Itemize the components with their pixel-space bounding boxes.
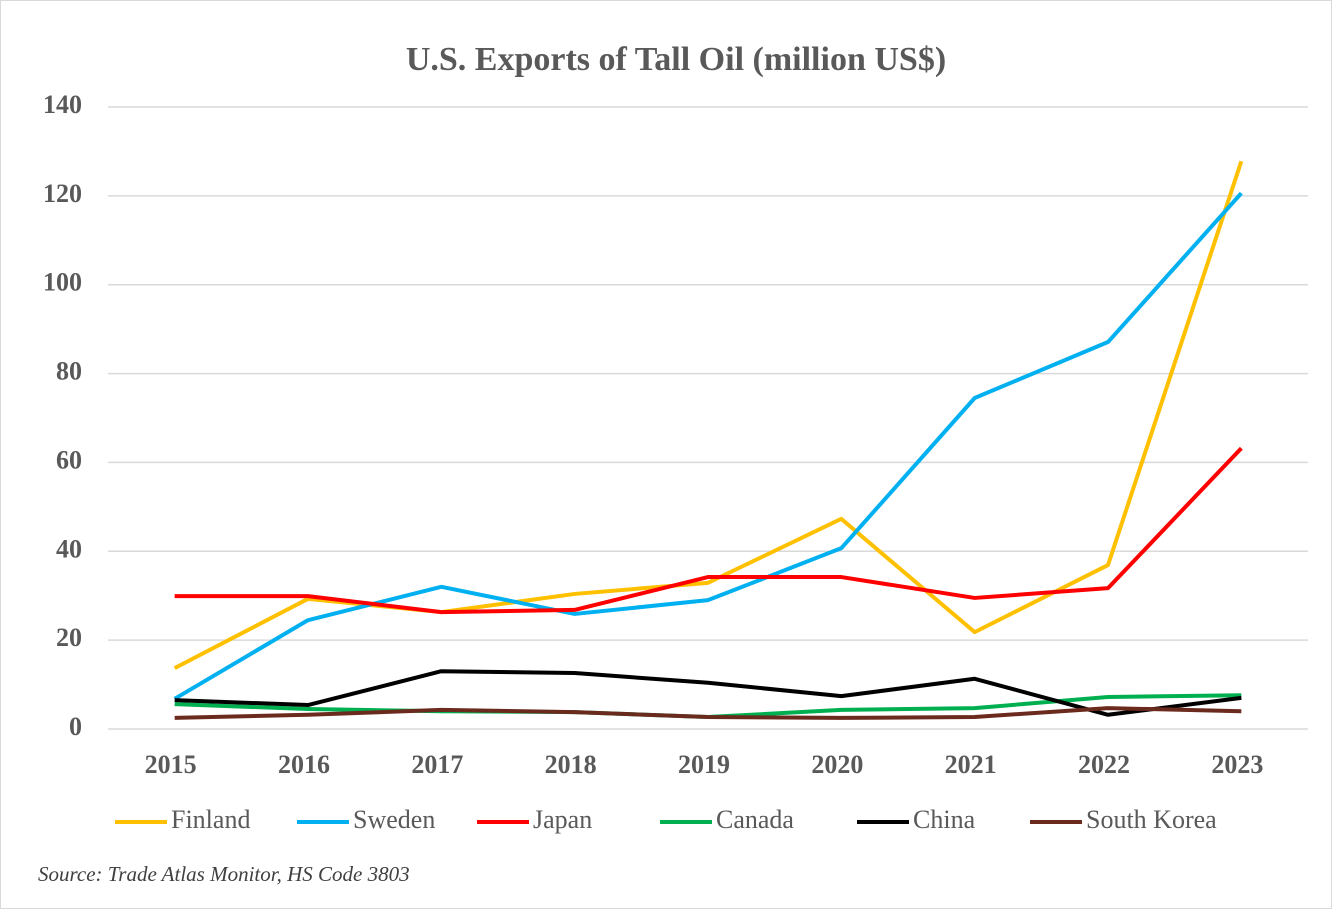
x-tick-label: 2019: [678, 750, 730, 779]
chart-title: U.S. Exports of Tall Oil (million US$): [406, 41, 946, 78]
y-tick-label: 80: [56, 357, 82, 386]
series-line: [174, 706, 1242, 720]
x-tick-label: 2021: [945, 750, 997, 779]
source-note: Source: Trade Atlas Monitor, HS Code 380…: [38, 862, 410, 886]
x-tick-label: 2022: [1078, 750, 1130, 779]
series-line: [173, 191, 1243, 701]
x-tick-label: 2015: [145, 750, 197, 779]
legend-label: Sweden: [353, 805, 435, 834]
y-tick-label: 120: [43, 179, 82, 208]
y-tick-label: 60: [56, 445, 82, 474]
y-tick-label: 20: [56, 623, 82, 652]
x-tick-label: 2018: [545, 750, 597, 779]
y-tick-label: 40: [56, 534, 82, 563]
series-line: [174, 669, 1242, 717]
y-tick-label: 100: [43, 268, 82, 297]
x-tick-label: 2016: [278, 750, 330, 779]
y-tick-label: 0: [69, 712, 82, 741]
legend-label: Canada: [716, 805, 794, 834]
legend-label: Japan: [533, 805, 592, 834]
x-tick-label: 2020: [811, 750, 863, 779]
legend-label: Finland: [171, 805, 250, 834]
series-line: [174, 446, 1243, 615]
legend-label: South Korea: [1086, 805, 1217, 834]
x-tick-label: 2017: [411, 750, 463, 779]
y-tick-label: 140: [43, 90, 82, 119]
legend-label: China: [913, 805, 976, 834]
x-tick-label: 2023: [1211, 750, 1263, 779]
